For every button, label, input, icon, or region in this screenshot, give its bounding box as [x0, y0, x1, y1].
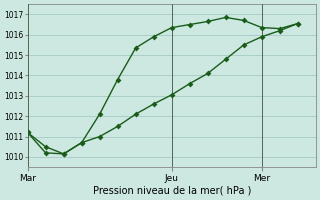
X-axis label: Pression niveau de la mer( hPa ): Pression niveau de la mer( hPa ) — [92, 186, 251, 196]
